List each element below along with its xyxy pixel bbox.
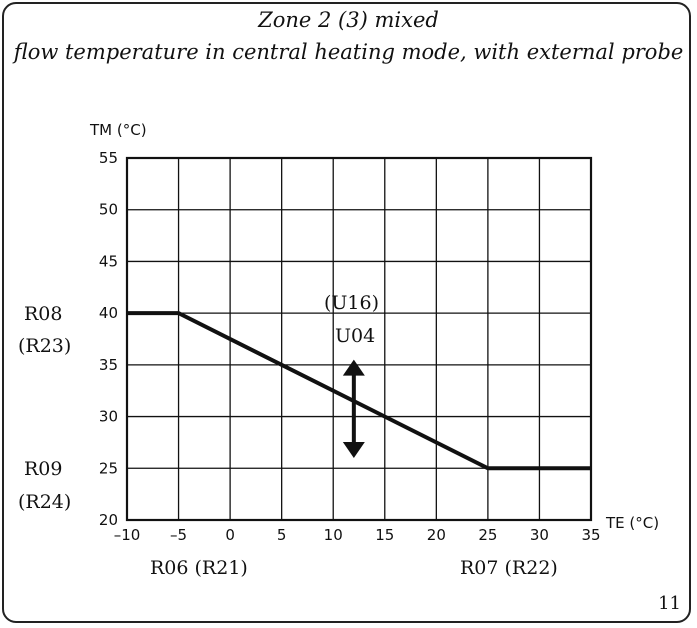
offset-arrow-down-head [342, 441, 365, 458]
label-min-flow: R09 [24, 458, 62, 480]
y-tick-label: 30 [99, 408, 118, 426]
plot-area [127, 311, 591, 471]
label-min-ext: R06 (R21) [150, 557, 248, 579]
x-axis-label: TE (°C) [605, 514, 659, 532]
x-tick-label: –10 [114, 526, 141, 544]
label-max-flow: R08 [24, 303, 62, 325]
x-tick-label: 30 [530, 526, 549, 544]
label-max-flow-alt: (R23) [18, 335, 71, 357]
y-axis-label: TM (°C) [89, 121, 147, 139]
label-min-flow-alt: (R24) [18, 491, 71, 513]
y-tick-label: 55 [99, 149, 118, 167]
x-tick-label: 25 [478, 526, 497, 544]
y-tick-label: 45 [99, 252, 118, 270]
tick-labels: –10 –5 0 5 10 15 20 25 30 35 20 25 30 35 40 45 50 55 [99, 149, 601, 544]
x-tick-label: –5 [170, 526, 187, 544]
series-line [127, 311, 591, 471]
x-tick-label: 20 [427, 526, 446, 544]
y-tick-label: 25 [99, 459, 118, 477]
label-max-ext: R07 (R22) [460, 557, 558, 579]
offset-arrow-up-head [342, 359, 365, 376]
grid [125, 156, 593, 522]
y-tick-label: 20 [99, 511, 118, 529]
x-tick-label: 35 [581, 526, 600, 544]
label-offset: U04 [335, 325, 375, 347]
label-offset-alt: (U16) [324, 292, 379, 314]
x-tick-label: 5 [277, 526, 287, 544]
x-tick-label: 15 [375, 526, 394, 544]
y-tick-label: 35 [99, 356, 118, 374]
page-number: 11 [658, 593, 681, 614]
y-tick-label: 40 [99, 304, 118, 322]
chart-subtitle: flow temperature in central heating mode… [13, 40, 684, 64]
y-tick-label: 50 [99, 201, 118, 219]
x-tick-label: 10 [324, 526, 343, 544]
chart-title: Zone 2 (3) mixed [258, 8, 439, 32]
x-tick-label: 0 [225, 526, 235, 544]
plot-border [125, 156, 593, 522]
